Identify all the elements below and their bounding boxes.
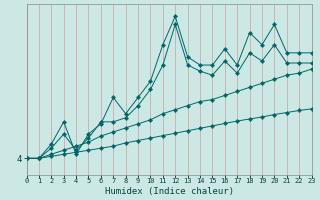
X-axis label: Humidex (Indice chaleur): Humidex (Indice chaleur) [105,187,234,196]
